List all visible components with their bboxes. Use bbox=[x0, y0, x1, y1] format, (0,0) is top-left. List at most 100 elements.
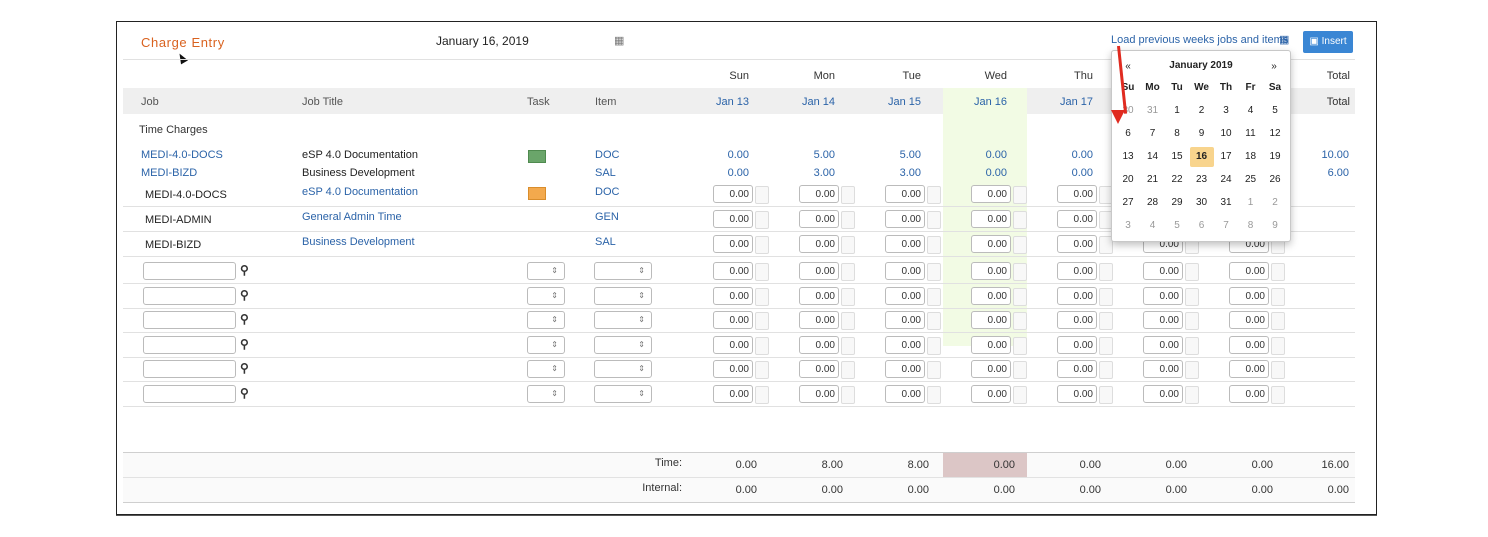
hours-input[interactable]: 0.00 bbox=[971, 384, 1011, 403]
note-button[interactable] bbox=[1271, 385, 1285, 404]
note-button[interactable] bbox=[841, 211, 855, 229]
hours-input[interactable]: 0.00 bbox=[1229, 262, 1269, 280]
calendar-day[interactable]: 20 bbox=[1122, 174, 1134, 185]
note-button[interactable] bbox=[1271, 287, 1285, 306]
hours-input[interactable]: 0.00 bbox=[1057, 335, 1097, 354]
calendar-day[interactable]: 9 bbox=[1198, 128, 1205, 139]
hours-input[interactable]: 0.00 bbox=[1057, 384, 1097, 403]
task-select[interactable]: ⇕ bbox=[527, 311, 565, 329]
hours-input[interactable]: 0.00 bbox=[971, 311, 1011, 329]
calendar-day[interactable]: 17 bbox=[1220, 151, 1232, 162]
hours-input[interactable]: 0.00 bbox=[1057, 360, 1097, 378]
note-button[interactable] bbox=[1185, 336, 1199, 355]
hours-input[interactable]: 0.00 bbox=[971, 360, 1011, 378]
search-icon[interactable]: ⚲ bbox=[240, 312, 249, 326]
hours-input[interactable]: 0.00 bbox=[971, 210, 1011, 228]
note-button[interactable] bbox=[1013, 211, 1027, 229]
calendar-day[interactable]: 30 bbox=[1195, 197, 1208, 208]
calendar-day[interactable]: 5 bbox=[1272, 105, 1278, 116]
hours-input[interactable]: 0.00 bbox=[799, 235, 839, 253]
entry-job-title[interactable]: General Admin Time bbox=[302, 211, 402, 223]
note-button[interactable] bbox=[755, 336, 769, 355]
calendar-day[interactable]: 3 bbox=[1223, 105, 1229, 116]
date-header[interactable]: Jan 16 bbox=[973, 96, 1007, 108]
note-button[interactable] bbox=[1185, 263, 1199, 281]
hours-input[interactable]: 0.00 bbox=[1057, 262, 1097, 280]
hours-input[interactable]: 0.00 bbox=[713, 210, 753, 228]
task-select[interactable]: ⇕ bbox=[527, 286, 565, 305]
calendar-icon[interactable]: ▦ bbox=[614, 35, 625, 47]
note-button[interactable] bbox=[1185, 287, 1199, 306]
calendar-day[interactable]: 27 bbox=[1122, 197, 1134, 208]
calendar-day[interactable]: 29 bbox=[1171, 197, 1183, 208]
calendar-day[interactable]: 26 bbox=[1269, 174, 1281, 185]
note-button[interactable] bbox=[755, 361, 769, 379]
calendar-day[interactable]: 11 bbox=[1245, 128, 1256, 139]
hours-input[interactable]: 0.00 bbox=[971, 235, 1011, 253]
item-select[interactable]: ⇕ bbox=[594, 360, 652, 378]
search-icon[interactable]: ⚲ bbox=[240, 263, 249, 277]
job-search-input[interactable] bbox=[143, 360, 236, 378]
calendar-day[interactable]: 21 bbox=[1146, 174, 1159, 185]
calendar-day[interactable]: 3 bbox=[1125, 220, 1131, 231]
calendar-day[interactable]: 9 bbox=[1272, 220, 1278, 231]
note-button[interactable] bbox=[841, 236, 855, 254]
calendar-day[interactable]: 16 bbox=[1189, 147, 1214, 167]
hours-input[interactable]: 0.00 bbox=[799, 262, 839, 280]
job-search-input[interactable] bbox=[143, 384, 236, 403]
entry-job-title[interactable]: eSP 4.0 Documentation bbox=[302, 186, 418, 198]
hours-input[interactable]: 0.00 bbox=[1057, 185, 1097, 203]
hours-input[interactable]: 0.00 bbox=[1057, 286, 1097, 305]
note-button[interactable] bbox=[841, 336, 855, 355]
note-button[interactable] bbox=[755, 312, 769, 330]
job-search-input[interactable] bbox=[143, 335, 236, 354]
task-select[interactable]: ⇕ bbox=[527, 360, 565, 378]
calendar-day[interactable]: 1 bbox=[1174, 105, 1180, 116]
note-button[interactable] bbox=[1099, 361, 1113, 379]
job-search-input[interactable] bbox=[143, 262, 236, 280]
calendar-day[interactable]: 6 bbox=[1198, 220, 1205, 231]
hours-input[interactable]: 0.00 bbox=[1229, 311, 1269, 329]
note-button[interactable] bbox=[927, 312, 941, 330]
calendar-day[interactable]: 25 bbox=[1244, 174, 1257, 185]
note-button[interactable] bbox=[1271, 263, 1285, 281]
hours-input[interactable]: 0.00 bbox=[799, 185, 839, 203]
job-search-input[interactable] bbox=[143, 286, 236, 305]
note-button[interactable] bbox=[841, 263, 855, 281]
hours-input[interactable]: 0.00 bbox=[971, 262, 1011, 280]
hours-input[interactable]: 0.00 bbox=[713, 286, 753, 305]
note-button[interactable] bbox=[1099, 312, 1113, 330]
note-button[interactable] bbox=[755, 236, 769, 254]
hours-input[interactable]: 0.00 bbox=[1057, 210, 1097, 228]
hours-input[interactable]: 0.00 bbox=[885, 311, 925, 329]
date-picker-popup[interactable]: « January 2019 » Su Mo Tu We Th Fr Sa 30 31 1 2 3 4 5… bbox=[1111, 50, 1291, 242]
note-button[interactable] bbox=[841, 361, 855, 379]
notes-icon[interactable] bbox=[528, 150, 546, 163]
calendar-day[interactable]: 10 bbox=[1220, 128, 1232, 139]
entry-job-title[interactable]: Business Development bbox=[302, 236, 415, 248]
note-button[interactable] bbox=[927, 385, 941, 404]
hours-input[interactable]: 0.00 bbox=[713, 360, 753, 378]
calendar-day[interactable]: 22 bbox=[1171, 174, 1183, 185]
hours-input[interactable]: 0.00 bbox=[713, 384, 753, 403]
summary-job-link[interactable]: MEDI-4.0-DOCS bbox=[141, 149, 223, 161]
hours-input[interactable]: 0.00 bbox=[1143, 311, 1183, 329]
note-button[interactable] bbox=[927, 263, 941, 281]
task-select[interactable]: ⇕ bbox=[527, 384, 565, 403]
note-button[interactable] bbox=[1013, 312, 1027, 330]
hours-input[interactable]: 0.00 bbox=[971, 185, 1011, 203]
hours-input[interactable]: 0.00 bbox=[799, 286, 839, 305]
note-button[interactable] bbox=[1185, 385, 1199, 404]
calendar-day[interactable]: 19 bbox=[1269, 151, 1281, 162]
item-select[interactable]: ⇕ bbox=[594, 286, 652, 305]
note-button[interactable] bbox=[755, 287, 769, 306]
date-header[interactable]: Jan 17 bbox=[1059, 96, 1093, 108]
hours-input[interactable]: 0.00 bbox=[885, 360, 925, 378]
search-icon[interactable]: ⚲ bbox=[240, 385, 249, 400]
note-button[interactable] bbox=[755, 263, 769, 281]
hours-input[interactable]: 0.00 bbox=[1143, 262, 1183, 280]
note-button[interactable] bbox=[927, 186, 941, 204]
note-button[interactable] bbox=[841, 287, 855, 306]
summary-job-link[interactable]: MEDI-BIZD bbox=[141, 167, 198, 179]
note-button[interactable] bbox=[1185, 361, 1199, 379]
